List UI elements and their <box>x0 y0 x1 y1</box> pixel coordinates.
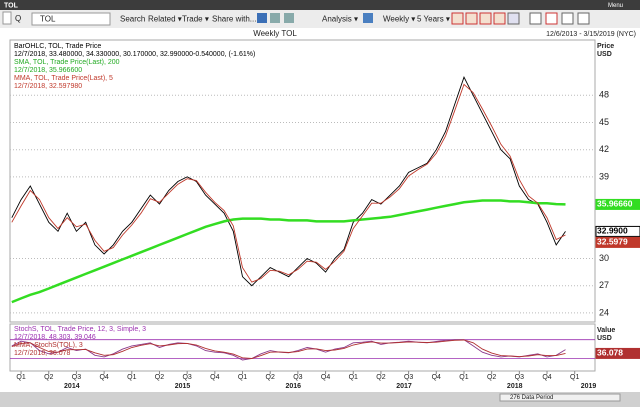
y-axis-label: Price <box>597 43 614 50</box>
icon[interactable] <box>577 12 590 25</box>
x-tick-label: Q1 <box>238 374 247 381</box>
icon[interactable] <box>451 12 464 25</box>
icon[interactable] <box>493 12 506 25</box>
last-value-box <box>595 198 640 210</box>
year-label: 2015 <box>175 383 191 390</box>
y-axis-label: Value <box>597 327 615 334</box>
x-tick-label: Q4 <box>321 374 330 381</box>
year-label: 2018 <box>507 383 523 390</box>
menu[interactable]: Menu <box>608 3 623 9</box>
icon[interactable] <box>465 12 478 25</box>
chart-area <box>0 28 640 392</box>
y-tick-label: 48 <box>599 90 609 100</box>
x-tick-label: Q4 <box>99 374 108 381</box>
x-tick-label: Q4 <box>432 374 441 381</box>
toolbar-item[interactable]: Search <box>120 15 145 24</box>
x-tick-label: Q4 <box>210 374 219 381</box>
x-tick-label: Q2 <box>487 374 496 381</box>
series-line <box>11 83 566 283</box>
last-value-box <box>595 225 640 237</box>
icon[interactable] <box>507 12 520 25</box>
y-axis-unit: USD <box>597 335 612 342</box>
toolbar-item[interactable]: Analysis ▾ <box>322 15 358 24</box>
icon[interactable] <box>257 13 267 23</box>
icon[interactable] <box>284 13 294 23</box>
icon[interactable] <box>479 12 492 25</box>
y-tick-label: 45 <box>599 117 609 127</box>
y-tick-label: 42 <box>599 144 609 154</box>
icon[interactable] <box>529 12 542 25</box>
legend-name: StochS, TOL, Trade Price, 12, 3, Simple,… <box>14 326 146 333</box>
year-label: 2019 <box>581 383 597 390</box>
icon <box>2 11 12 25</box>
legend-detail: 12/7/2018, 48.303, 39.046 <box>14 334 96 341</box>
date-range: 12/6/2013 - 3/15/2019 (NYC) <box>546 31 636 38</box>
year-label: 2017 <box>396 383 412 390</box>
x-tick-label: Q1 <box>570 374 579 381</box>
last-value-label: 35.96660 <box>597 199 633 209</box>
last-value-box <box>595 347 640 359</box>
x-tick-label: Q3 <box>72 374 81 381</box>
x-tick-label: Q3 <box>404 374 413 381</box>
series-line <box>11 199 566 304</box>
legend-detail: 12/7/2018, 36.078 <box>14 350 71 357</box>
title-bar <box>0 0 640 10</box>
last-value-label: 36.078 <box>597 348 623 358</box>
data-period: 276 Data Period <box>510 395 553 401</box>
legend-detail: 12/7/2018, 35.966600 <box>14 67 82 74</box>
y-tick-label: 27 <box>599 280 609 290</box>
symbol-type[interactable]: Q <box>15 14 21 23</box>
stoch-frame <box>9 323 596 372</box>
chart-title: Weekly TOL <box>253 29 297 38</box>
toolbar-item[interactable]: Weekly ▾ <box>383 15 415 24</box>
symbol-box[interactable] <box>31 12 111 26</box>
icon[interactable] <box>270 13 280 23</box>
last-value-box <box>595 236 640 248</box>
legend-name: MMA, StochS(TOL), 3 <box>14 342 83 349</box>
toolbar-item[interactable]: 5 Years ▾ <box>417 15 450 24</box>
y-tick-label: 39 <box>599 171 609 181</box>
y-tick-label: 24 <box>599 307 609 317</box>
toolbar-item[interactable]: Share with... <box>212 15 256 24</box>
toolbar-item[interactable]: Trade ▾ <box>182 15 209 24</box>
last-value-label: 32.5979 <box>597 237 628 247</box>
x-tick-label: Q4 <box>542 374 551 381</box>
series-line <box>11 76 566 287</box>
x-tick-label: Q2 <box>376 374 385 381</box>
legend-name: BarOHLC, TOL, Trade Price <box>14 43 101 50</box>
year-label: 2016 <box>285 383 301 390</box>
icon[interactable] <box>545 12 558 25</box>
x-tick-label: Q2 <box>44 374 53 381</box>
legend-name: SMA, TOL, Trade Price(Last), 200 <box>14 59 120 66</box>
scroll-bar <box>0 392 640 407</box>
x-tick-label: Q1 <box>459 374 468 381</box>
toolbar-items: Q TOL <box>2 11 590 26</box>
series-line <box>11 339 566 359</box>
year-label: 2014 <box>64 383 80 390</box>
toolbar-item[interactable]: Related ▾ <box>148 15 182 24</box>
x-tick-label: Q1 <box>127 374 136 381</box>
x-tick-label: Q3 <box>182 374 191 381</box>
y-tick-label: 30 <box>599 253 609 263</box>
scroll-thumb[interactable] <box>499 393 621 402</box>
x-tick-label: Q2 <box>266 374 275 381</box>
symbol[interactable]: TOL <box>40 15 56 24</box>
window-title: TOL <box>4 2 19 9</box>
legend-name: MMA, TOL, Trade Price(Last), 5 <box>14 75 113 82</box>
price-frame <box>9 39 596 323</box>
legend-detail: 12/7/2018, 32.597980 <box>14 83 82 90</box>
legend-detail: 12/7/2018, 33.480000, 34.330000, 30.1700… <box>14 51 255 58</box>
y-axis-unit: USD <box>597 51 612 58</box>
x-tick-label: Q2 <box>155 374 164 381</box>
icon[interactable] <box>561 12 574 25</box>
x-tick-label: Q1 <box>349 374 358 381</box>
last-value-label: 32.9900 <box>597 226 628 236</box>
icon[interactable] <box>363 13 373 23</box>
x-tick-label: Q1 <box>16 374 25 381</box>
x-tick-label: Q3 <box>293 374 302 381</box>
x-tick-label: Q3 <box>515 374 524 381</box>
